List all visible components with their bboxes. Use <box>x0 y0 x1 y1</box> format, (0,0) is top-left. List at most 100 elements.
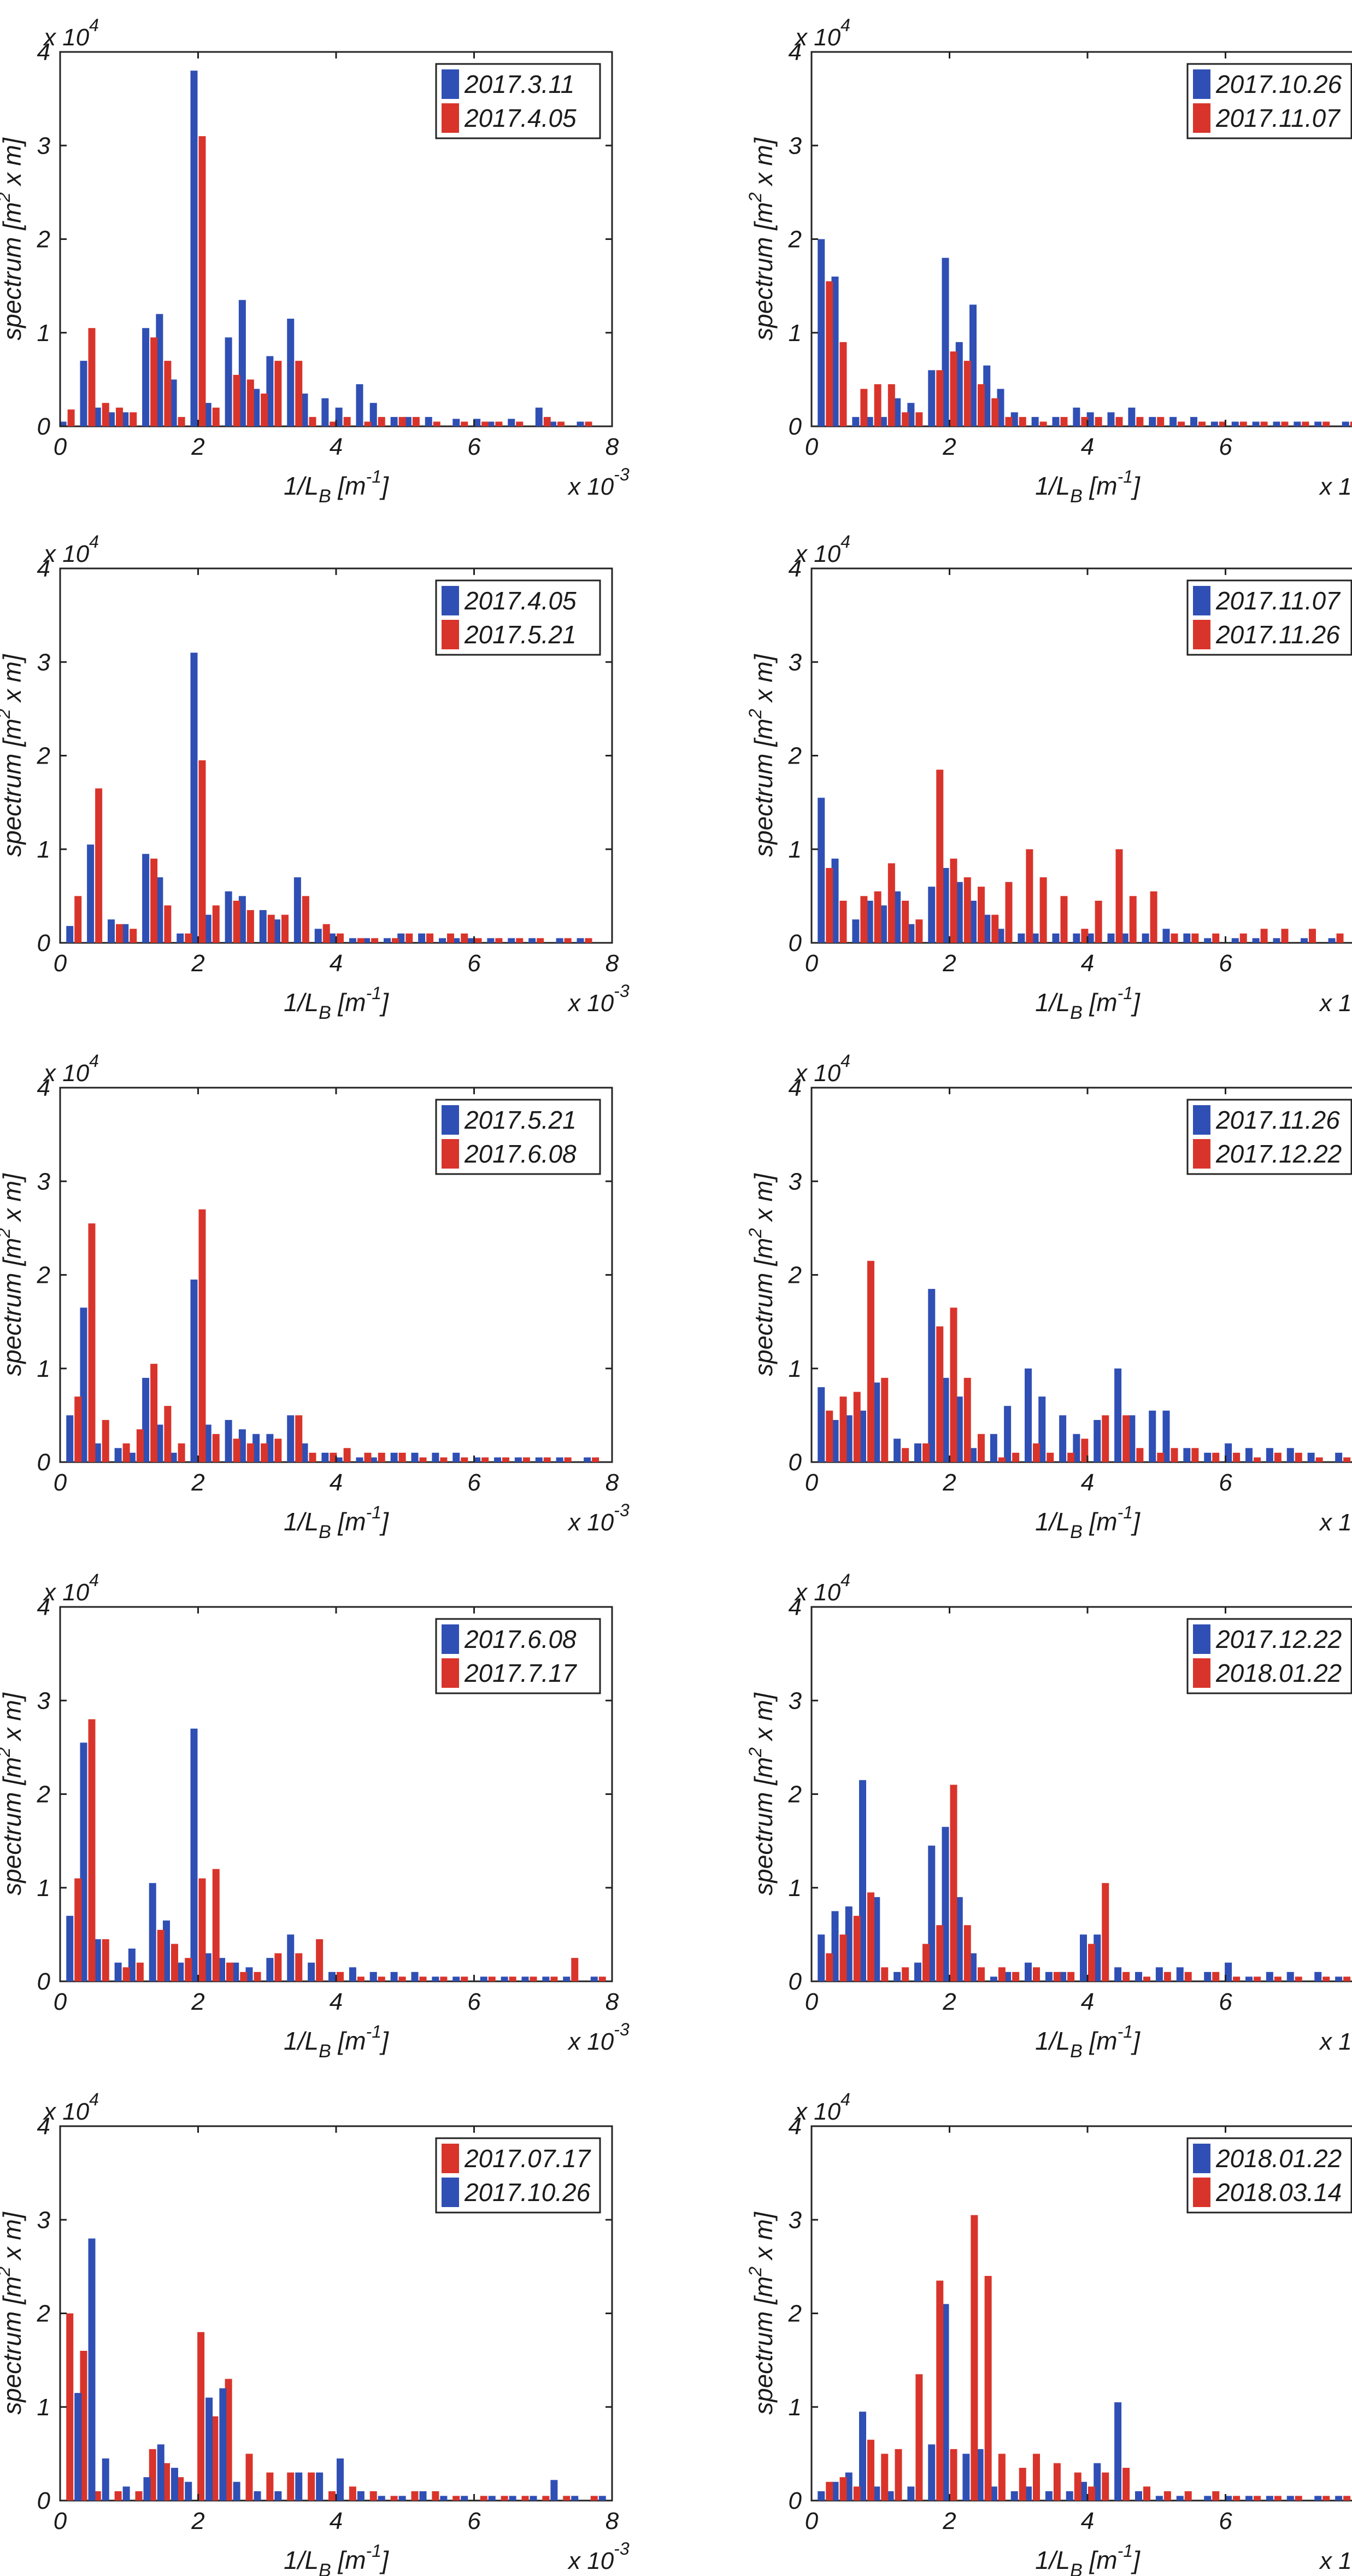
bar-2017.12.22-5 <box>873 1897 880 1981</box>
legend-label: 2017.4.05 <box>464 586 577 615</box>
y-tick-label: 1 <box>789 1356 802 1382</box>
bar-2017.12.22-12 <box>998 1457 1006 1462</box>
legend-label: 2017.11.07 <box>1215 586 1341 615</box>
bar-2017.07.17-1 <box>66 2313 74 2501</box>
legend-label: 2017.11.26 <box>1215 1106 1340 1134</box>
bar-2017.5.21-11 <box>225 1419 232 1462</box>
y-tick-label: 4 <box>789 2113 802 2140</box>
bar-2017.7.17-27 <box>550 1976 558 1981</box>
legend-swatch <box>1193 1105 1210 1135</box>
bar-2017.4.05-25 <box>487 938 495 943</box>
bar-2017.6.08-25 <box>481 1457 489 1462</box>
bar-2017.5.21-24 <box>474 938 482 943</box>
bar-2017.6.08-17 <box>330 1452 337 1462</box>
bar-2017.07.17-9 <box>197 2332 205 2501</box>
bar-2017.07.17-19 <box>390 2496 398 2501</box>
bar-2017.12.22-25 <box>1245 1976 1253 1981</box>
bar-2017.10.26-18 <box>378 2496 385 2501</box>
bar-2017.11.26-18 <box>1094 1419 1101 1462</box>
bar-2017.5.21-29 <box>585 938 592 943</box>
bar-2017.07.17-8 <box>177 2477 184 2501</box>
bar-2017.12.22-10 <box>955 1897 963 1981</box>
y-tick-label: 3 <box>37 1168 51 1195</box>
bar-2017.5.21-2 <box>80 1307 87 1462</box>
bar-2017.6.08-11 <box>218 1958 225 1981</box>
bar-2017.11.07-4 <box>874 384 881 426</box>
bar-2017.11.07-23 <box>1198 421 1206 426</box>
x-tick-label: 2 <box>191 433 204 460</box>
bar-2017.4.05-11 <box>233 374 240 426</box>
bar-2017.6.08-28 <box>563 1976 571 1981</box>
bar-2018.01.22-12 <box>998 1967 1006 1981</box>
x-tick-label: 0 <box>54 433 67 460</box>
bar-2017.11.07-17 <box>1073 933 1080 943</box>
bar-2017.4.05-1 <box>67 409 75 426</box>
bar-2017.4.05-5 <box>130 412 137 426</box>
bar-2017.5.21-9 <box>212 905 220 943</box>
legend-swatch <box>442 1658 459 1688</box>
bar-2017.4.05-2 <box>87 844 95 943</box>
y-tick-label: 3 <box>37 1687 51 1714</box>
bar-2018.01.22-5 <box>881 1967 889 1981</box>
y-axis-label: spectrum [m2 x m] <box>745 1692 778 1896</box>
bar-2017.3.11-19 <box>356 384 363 426</box>
bar-2017.10.26-2 <box>831 277 839 426</box>
y-multiplier: x 104 <box>43 1051 99 1087</box>
legend-swatch <box>442 2178 459 2207</box>
bar-2017.10.26-16 <box>1052 416 1060 426</box>
bar-2017.11.07-13 <box>1005 416 1013 426</box>
bar-2017.11.07-24 <box>1204 938 1212 943</box>
legend-box <box>1186 1618 1352 1694</box>
bar-2017.11.26-25 <box>1239 933 1247 943</box>
bar-2017.6.08-9 <box>198 1209 206 1462</box>
bar-2017.5.21-15 <box>322 924 330 943</box>
bar-2017.11.26-19 <box>1114 1368 1122 1462</box>
bar-2017.5.21-14 <box>302 896 309 943</box>
y-multiplier: x 104 <box>794 2090 850 2125</box>
bar-2017.07.17-13 <box>266 2472 274 2501</box>
bar-2017.11.26-5 <box>873 1382 880 1462</box>
bar-2018.01.22-11 <box>978 1967 985 1981</box>
x-tick-label: 6 <box>467 1988 481 2015</box>
bar-2017.6.08-6 <box>150 1364 158 1462</box>
bar-2017.4.05-23 <box>433 421 440 426</box>
bar-2018.01.22-13 <box>1012 1971 1020 1981</box>
bar-2017.6.08-5 <box>136 1429 144 1462</box>
x-axis-label: 1/LB [m-1] <box>284 467 389 507</box>
bar-2017.12.22-26 <box>1266 1971 1273 1981</box>
bar-2017.10.26-1 <box>74 2393 82 2501</box>
bar-2017.10.26-14 <box>295 2472 303 2501</box>
legend: 2017.3.11 2017.4.05 <box>435 63 601 139</box>
legend-box <box>1186 2137 1352 2214</box>
legend-swatch <box>1193 1139 1210 1169</box>
bar-2017.10.26-1 <box>818 239 825 426</box>
bar-2017.6.08-27 <box>522 1457 530 1462</box>
x-tick-label: 6 <box>467 433 481 460</box>
bar-2017.5.21-1 <box>66 1415 74 1462</box>
bar-2018.01.22-6 <box>886 2491 894 2501</box>
bar-2017.5.21-7 <box>156 1424 163 1462</box>
bar-2017.11.07-25 <box>1239 421 1247 426</box>
bar-2017.3.11-18 <box>335 407 343 426</box>
bar-2017.5.21-23 <box>432 1452 439 1462</box>
bar-2018.03.14-29 <box>1343 2496 1351 2501</box>
x-tick-label: 2 <box>942 1469 956 1496</box>
bar-2018.03.14-7 <box>915 2374 923 2501</box>
x-tick-label: 6 <box>1219 950 1232 977</box>
bar-2017.4.05-4 <box>121 924 129 943</box>
bar-2017.4.05-15 <box>314 929 322 943</box>
bar-2017.10.26-2 <box>88 2238 96 2501</box>
y-multiplier: x 104 <box>43 1570 99 1606</box>
bar-2017.4.05-5 <box>142 854 150 943</box>
y-axis-label: spectrum [m2 x m] <box>745 654 778 857</box>
bar-2018.01.22-19 <box>1114 2402 1122 2501</box>
bar-2017.5.21-1 <box>74 896 82 943</box>
bar-2017.3.11-22 <box>404 416 412 426</box>
bar-2018.01.22-2 <box>839 1934 847 1981</box>
y-tick-label: 2 <box>37 1781 50 1808</box>
bar-2017.4.05-10 <box>225 891 232 943</box>
bar-2017.5.21-28 <box>564 938 572 943</box>
